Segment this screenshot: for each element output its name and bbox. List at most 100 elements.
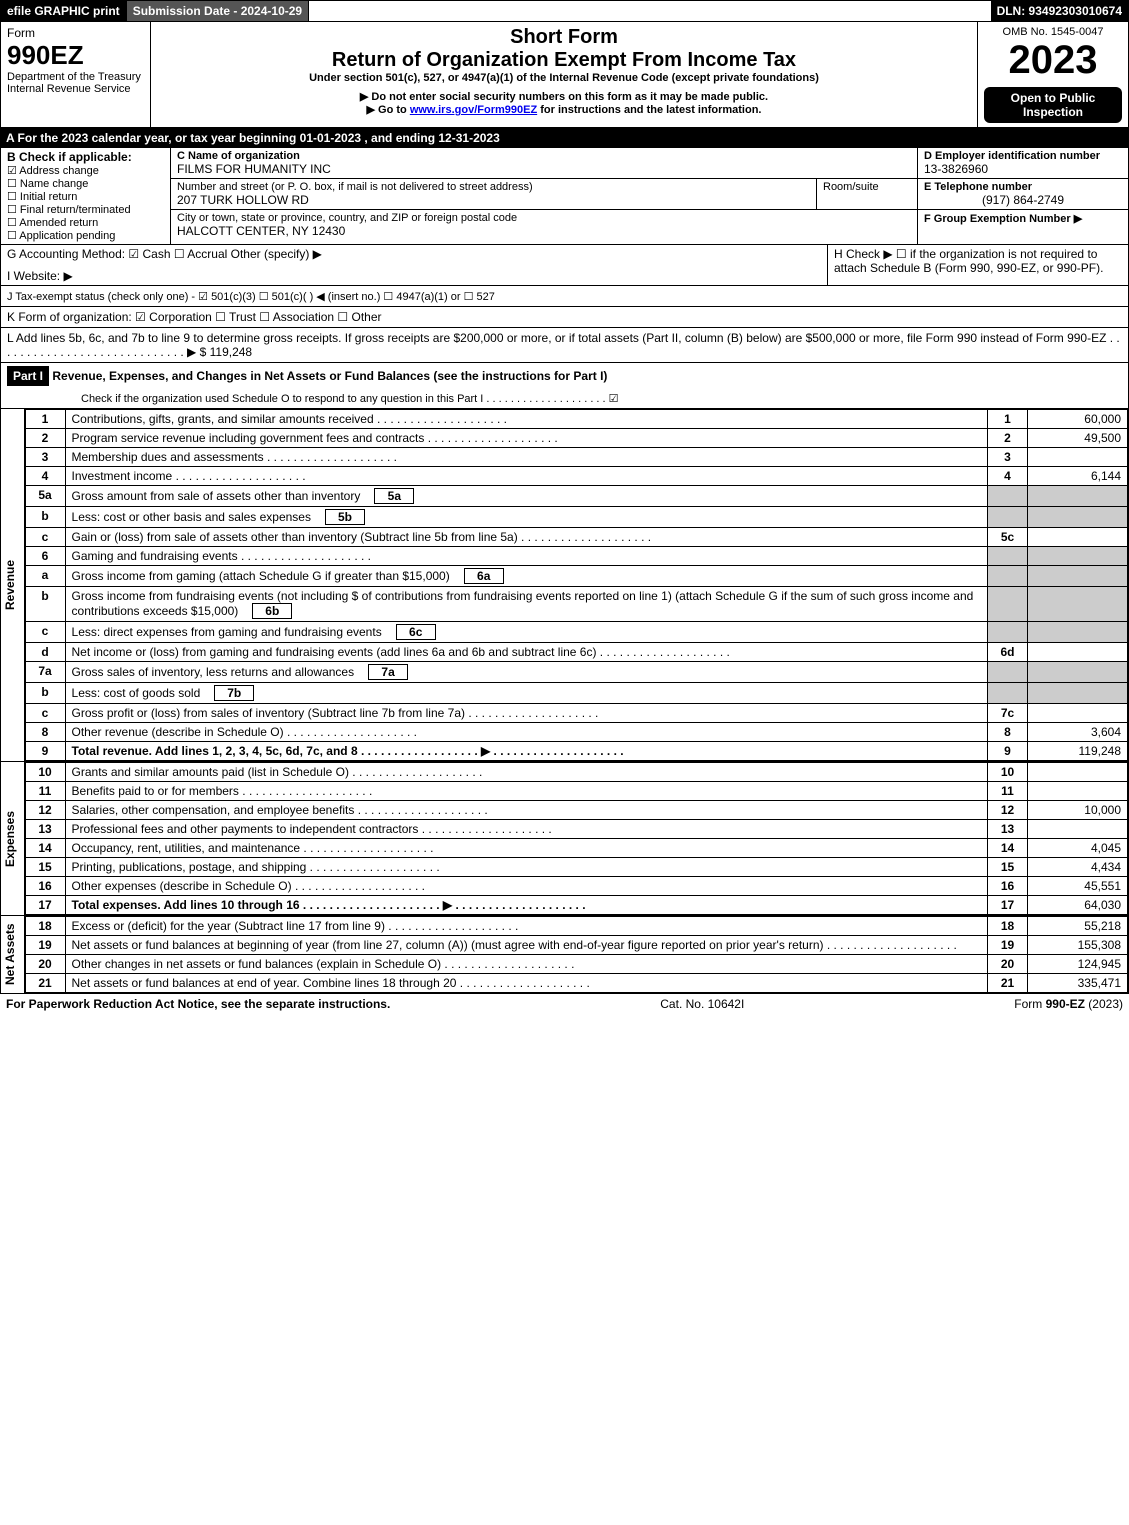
line-amount [1028,486,1128,507]
line-number: 14 [25,839,65,858]
line-desc: Professional fees and other payments to … [65,820,987,839]
line-desc: Net assets or fund balances at end of ye… [65,974,987,993]
checkbox-amended-return[interactable]: ☐ Amended return [7,216,164,229]
line-desc: Net assets or fund balances at beginning… [65,936,987,955]
line-box: 20 [988,955,1028,974]
ein-value: 13-3826960 [924,162,1122,176]
line-desc: Gaming and fundraising events [65,547,987,566]
line-desc: Other expenses (describe in Schedule O) [65,877,987,896]
line-amount: 155,308 [1028,936,1128,955]
line-l: L Add lines 5b, 6c, and 7b to line 9 to … [0,328,1129,363]
line-c: cGross profit or (loss) from sales of in… [25,704,1127,723]
line-number: 20 [25,955,65,974]
line-amount [1028,448,1128,467]
accounting-method: G Accounting Method: ☑ Cash ☐ Accrual Ot… [7,247,821,261]
line-desc: Program service revenue including govern… [65,429,987,448]
line-number: 7a [25,662,65,683]
line-box: 3 [988,448,1028,467]
footer-center: Cat. No. 10642I [660,997,744,1011]
line-4: 4Investment income46,144 [25,467,1127,486]
line-number: b [25,683,65,704]
street-label: Number and street (or P. O. box, if mail… [177,181,810,193]
checkbox-address-change[interactable]: ☑ Address change [7,164,164,177]
line-box: 13 [988,820,1028,839]
line-desc: Grants and similar amounts paid (list in… [65,763,987,782]
line-amount: 119,248 [1028,742,1128,761]
line-desc: Less: cost of goods sold 7b [65,683,987,704]
line-13: 13Professional fees and other payments t… [25,820,1127,839]
line-desc: Other revenue (describe in Schedule O) [65,723,987,742]
line-amount: 45,551 [1028,877,1128,896]
line-9: 9Total revenue. Add lines 1, 2, 3, 4, 5c… [25,742,1127,761]
line-box [988,566,1028,587]
line-box: 6d [988,643,1028,662]
checkbox-application-pending[interactable]: ☐ Application pending [7,229,164,242]
line-number: 12 [25,801,65,820]
checkbox-final-return-terminated[interactable]: ☐ Final return/terminated [7,203,164,216]
netassets-table: 18Excess or (deficit) for the year (Subt… [25,916,1128,993]
line-number: c [25,704,65,723]
line-16: 16Other expenses (describe in Schedule O… [25,877,1127,896]
line-b: bLess: cost or other basis and sales exp… [25,507,1127,528]
line-number: c [25,622,65,643]
line-21: 21Net assets or fund balances at end of … [25,974,1127,993]
form-word: Form [7,26,144,40]
line-amount: 335,471 [1028,974,1128,993]
line-amount [1028,566,1128,587]
irs-label: Internal Revenue Service [7,83,144,95]
line-desc: Gross amount from sale of assets other t… [65,486,987,507]
line-5a: 5aGross amount from sale of assets other… [25,486,1127,507]
line-box [988,486,1028,507]
line-box [988,662,1028,683]
line-17: 17Total expenses. Add lines 10 through 1… [25,896,1127,915]
ein-label: D Employer identification number [924,150,1122,162]
street-value: 207 TURK HOLLOW RD [177,193,810,207]
checkbox-name-change[interactable]: ☐ Name change [7,177,164,190]
line-box: 17 [988,896,1028,915]
tax-exempt-status: J Tax-exempt status (check only one) - ☑… [7,291,495,303]
line-number: a [25,566,65,587]
line-number: 15 [25,858,65,877]
line-box [988,622,1028,643]
line-number: 19 [25,936,65,955]
org-name-label: C Name of organization [177,150,911,162]
tax-year: 2023 [984,38,1122,83]
line-number: 9 [25,742,65,761]
submission-date-button[interactable]: Submission Date - 2024-10-29 [127,1,309,21]
line-box: 5c [988,528,1028,547]
line-desc: Gross sales of inventory, less returns a… [65,662,987,683]
phone-value: (917) 864-2749 [924,193,1122,207]
line-box: 9 [988,742,1028,761]
box-def: D Employer identification number 13-3826… [918,148,1128,244]
line-a: aGross income from gaming (attach Schedu… [25,566,1127,587]
line-g-h: G Accounting Method: ☑ Cash ☐ Accrual Ot… [0,245,1129,286]
part-1-check-note: Check if the organization used Schedule … [1,389,1128,408]
irs-link[interactable]: www.irs.gov/Form990EZ [410,104,537,116]
line-c: cLess: direct expenses from gaming and f… [25,622,1127,643]
line-number: d [25,643,65,662]
line-7a: 7aGross sales of inventory, less returns… [25,662,1127,683]
checkbox-initial-return[interactable]: ☐ Initial return [7,190,164,203]
line-amount [1028,782,1128,801]
efile-print-button[interactable]: efile GRAPHIC print [1,1,127,21]
note-link: ▶ Go to www.irs.gov/Form990EZ for instru… [157,103,971,116]
line-amount: 60,000 [1028,410,1128,429]
line-a: A For the 2023 calendar year, or tax yea… [0,128,1129,148]
org-info-block: B Check if applicable: ☑ Address change☐… [0,148,1129,245]
footer-left: For Paperwork Reduction Act Notice, see … [6,997,390,1011]
line-box: 14 [988,839,1028,858]
line-amount [1028,643,1128,662]
part-1-body: Revenue 1Contributions, gifts, grants, a… [0,409,1129,762]
line-box: 7c [988,704,1028,723]
line-j: J Tax-exempt status (check only one) - ☑… [0,286,1129,307]
line-12: 12Salaries, other compensation, and empl… [25,801,1127,820]
netassets-body: Net Assets 18Excess or (deficit) for the… [0,916,1129,994]
main-title: Return of Organization Exempt From Incom… [157,49,971,72]
line-number: 2 [25,429,65,448]
line-number: b [25,507,65,528]
line-amount [1028,528,1128,547]
line-20: 20Other changes in net assets or fund ba… [25,955,1127,974]
footer-right: Form 990-EZ (2023) [1014,997,1123,1011]
line-amount [1028,507,1128,528]
line-number: 13 [25,820,65,839]
